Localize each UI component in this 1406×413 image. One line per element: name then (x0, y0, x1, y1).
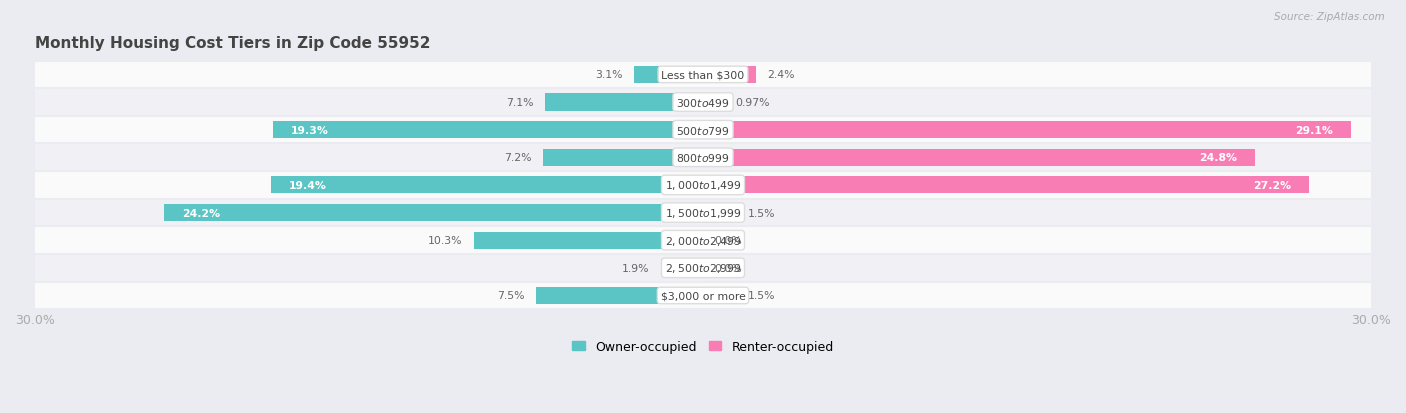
Bar (703, 204, 737, 222)
Text: 27.2%: 27.2% (1253, 180, 1291, 190)
Text: 29.1%: 29.1% (1295, 126, 1333, 135)
Text: 0.97%: 0.97% (735, 98, 770, 108)
Text: 24.2%: 24.2% (181, 208, 219, 218)
Text: 7.1%: 7.1% (506, 98, 534, 108)
Text: 19.4%: 19.4% (288, 180, 326, 190)
Text: $1,500 to $1,999: $1,500 to $1,999 (665, 206, 741, 220)
Bar (35, 172, 1371, 199)
Bar (703, 177, 1309, 194)
Text: 2.4%: 2.4% (768, 70, 794, 80)
Text: 7.5%: 7.5% (498, 291, 524, 301)
Bar (273, 122, 703, 139)
Bar (35, 282, 1371, 309)
Text: Less than $300: Less than $300 (661, 70, 745, 80)
Bar (271, 177, 703, 194)
Text: 1.9%: 1.9% (621, 263, 650, 273)
Bar (35, 144, 1371, 172)
Text: $300 to $499: $300 to $499 (676, 97, 730, 109)
Bar (35, 89, 1371, 116)
Text: 1.5%: 1.5% (748, 208, 775, 218)
Bar (703, 150, 1256, 166)
Bar (474, 232, 703, 249)
Bar (661, 260, 703, 277)
Bar (35, 62, 1371, 89)
Text: $2,000 to $2,499: $2,000 to $2,499 (665, 234, 741, 247)
Bar (703, 66, 756, 84)
Bar (536, 287, 703, 304)
Text: 24.8%: 24.8% (1199, 153, 1237, 163)
Bar (546, 94, 703, 112)
Text: $3,000 or more: $3,000 or more (661, 291, 745, 301)
Legend: Owner-occupied, Renter-occupied: Owner-occupied, Renter-occupied (568, 335, 838, 358)
Text: 10.3%: 10.3% (427, 236, 463, 246)
Text: 19.3%: 19.3% (291, 126, 329, 135)
Text: 3.1%: 3.1% (595, 70, 623, 80)
Text: $500 to $799: $500 to $799 (676, 124, 730, 136)
Bar (543, 150, 703, 166)
Text: Monthly Housing Cost Tiers in Zip Code 55952: Monthly Housing Cost Tiers in Zip Code 5… (35, 36, 430, 50)
Text: $800 to $999: $800 to $999 (676, 152, 730, 164)
Bar (165, 204, 703, 222)
Text: 0.0%: 0.0% (714, 236, 742, 246)
Bar (35, 199, 1371, 227)
Text: Source: ZipAtlas.com: Source: ZipAtlas.com (1274, 12, 1385, 22)
Bar (703, 287, 737, 304)
Bar (35, 116, 1371, 144)
Bar (703, 122, 1351, 139)
Bar (35, 254, 1371, 282)
Text: $2,500 to $2,999: $2,500 to $2,999 (665, 262, 741, 275)
Text: $1,000 to $1,499: $1,000 to $1,499 (665, 179, 741, 192)
Text: 0.0%: 0.0% (714, 263, 742, 273)
Bar (703, 94, 724, 112)
Text: 7.2%: 7.2% (503, 153, 531, 163)
Bar (35, 227, 1371, 254)
Text: 1.5%: 1.5% (748, 291, 775, 301)
Bar (634, 66, 703, 84)
